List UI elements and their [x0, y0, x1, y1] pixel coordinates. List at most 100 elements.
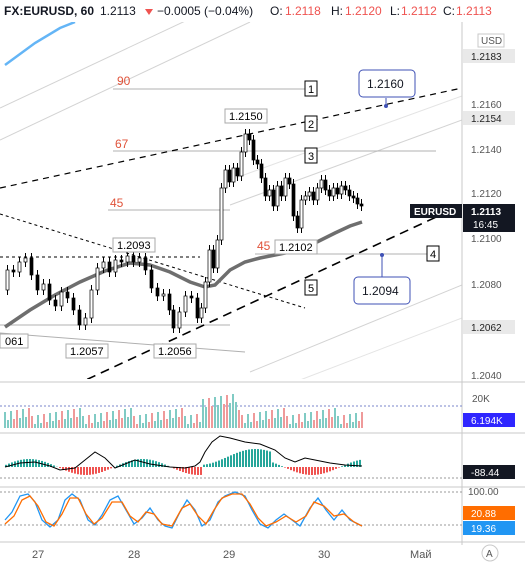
close-value: 1.2113: [456, 4, 492, 18]
candle: [356, 198, 359, 204]
volume-bar: [94, 414, 96, 428]
volume-bar: [301, 422, 303, 428]
stoch-pane[interactable]: 100.00 20.88 19.36: [0, 487, 525, 535]
wave-box-1[interactable]: 1: [305, 81, 317, 96]
volume-bar: [82, 416, 84, 428]
target-callout-upper[interactable]: 1.2160: [359, 70, 415, 97]
symbol-label[interactable]: FX:EURUSD, 60: [4, 4, 94, 18]
svg-text:1.2062: 1.2062: [471, 323, 502, 334]
candle: [150, 270, 153, 288]
macd-bar: [320, 467, 322, 474]
wave-box-5[interactable]: 5: [305, 280, 317, 295]
volume-bar: [355, 413, 357, 428]
candle: [36, 275, 39, 290]
svg-text:1.2102: 1.2102: [279, 242, 313, 254]
main-pane[interactable]: 90 67 45 45 1 2 3 4 5 1.2160 1.2094 1.21…: [0, 0, 462, 392]
candle: [84, 318, 87, 325]
candle: [156, 288, 159, 296]
candle: [280, 186, 283, 196]
candle: [360, 204, 363, 206]
volume-bar: [163, 411, 165, 428]
macd-bar: [161, 463, 163, 467]
volume-bar: [331, 417, 333, 428]
candle: [268, 190, 271, 196]
auto-scale-button[interactable]: A: [482, 545, 498, 561]
time-axis[interactable]: 27 28 29 30 Май A: [0, 542, 525, 561]
volume-bar: [127, 417, 129, 428]
stoch-badge-d: 19.36: [463, 521, 515, 535]
candle: [200, 308, 203, 318]
macd-bar: [329, 467, 331, 471]
price-badge-3: 1.2062: [463, 320, 515, 334]
low-price-label-a: 1.2057: [66, 344, 108, 358]
candle: [208, 250, 211, 282]
volume-bar: [232, 394, 234, 428]
volume-bar: [247, 414, 249, 428]
close-label: C:: [443, 4, 455, 18]
wave-box-2[interactable]: 2: [305, 116, 317, 131]
volume-bar: [208, 398, 210, 428]
macd-bar: [236, 453, 238, 467]
volume-bar: [91, 423, 93, 428]
macd-bar: [311, 467, 313, 475]
candle: [324, 180, 327, 190]
svg-text:1.2160: 1.2160: [367, 77, 404, 91]
candle: [248, 134, 251, 140]
macd-bar: [266, 451, 268, 467]
volume-bar: [16, 410, 18, 428]
fib-level-90: 90: [117, 74, 131, 88]
macd-bar: [95, 467, 97, 474]
svg-text:16:45: 16:45: [473, 220, 498, 231]
volume-bar: [136, 424, 138, 428]
volume-bar: [256, 421, 258, 428]
low-value: 1.2112: [401, 4, 437, 18]
volume-bar: [199, 422, 201, 428]
wave-box-3[interactable]: 3: [305, 148, 317, 163]
volume-bar: [316, 411, 318, 428]
price-change: −0.0005 (−0.04%): [157, 4, 253, 18]
svg-text:19.36: 19.36: [471, 524, 496, 535]
volume-bar: [160, 420, 162, 428]
macd-bar: [305, 467, 307, 475]
volume-bar: [325, 418, 327, 428]
macd-bar: [257, 449, 259, 467]
candle: [72, 298, 75, 310]
volume-bar: [226, 395, 228, 428]
volume-bar: [64, 419, 66, 428]
svg-text:20.88: 20.88: [471, 509, 496, 520]
volume-bar: [49, 413, 51, 428]
svg-text:1.2160: 1.2160: [471, 100, 502, 111]
candle: [272, 190, 275, 206]
mid-price-label: 1.2093: [113, 238, 155, 252]
candle: [232, 168, 235, 182]
macd-bar: [86, 467, 88, 475]
volume-pane[interactable]: 20K 6.194K: [0, 382, 525, 428]
macd-bar: [296, 467, 298, 472]
macd-bar: [29, 459, 31, 467]
volume-bar: [106, 412, 108, 428]
macd-bar: [89, 467, 91, 475]
currency-unit: USD: [481, 36, 502, 47]
volume-bars: [4, 394, 363, 428]
svg-text:1.2154: 1.2154: [471, 114, 502, 125]
volume-bar: [22, 409, 24, 428]
volume-bar: [184, 416, 186, 428]
last-price: 1.2113: [100, 4, 136, 18]
header-bar: FX:EURUSD, 60 1.2113 −0.0005 (−0.04%) O:…: [0, 0, 525, 22]
volume-bar: [7, 420, 9, 428]
macd-bar: [83, 467, 85, 475]
candle: [276, 186, 279, 206]
wave-box-4[interactable]: 4: [427, 246, 439, 261]
macd-pane[interactable]: -88.44: [0, 433, 525, 479]
volume-bar: [193, 423, 195, 428]
left-price-label: 061: [0, 334, 28, 348]
candle: [352, 196, 355, 198]
volume-bar: [121, 418, 123, 428]
macd-bar: [281, 466, 283, 467]
candle: [312, 192, 315, 200]
candle: [284, 178, 287, 196]
fib-level-45-right: 45: [257, 239, 271, 253]
target-callout-lower[interactable]: 1.2094: [354, 277, 410, 304]
candle: [18, 262, 21, 272]
